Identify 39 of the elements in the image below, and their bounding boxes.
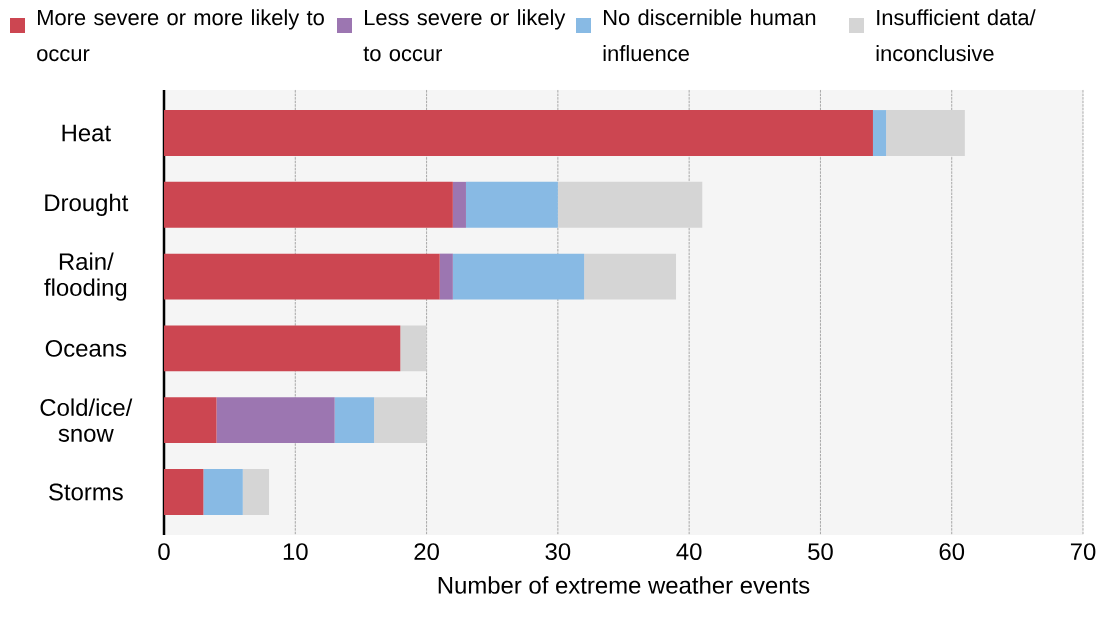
bar [216, 397, 335, 444]
legend-label: More severe or more likely to occur [37, 9, 324, 62]
y-tick-label: Cold/ice/ snow [40, 398, 133, 442]
y-tick-label: Drought [45, 193, 129, 216]
x-tick-label: 0 [158, 543, 170, 561]
x-tick-label: 10 [283, 543, 308, 561]
bar [334, 397, 375, 444]
x-tick-label: 20 [414, 543, 439, 561]
bar [374, 397, 427, 444]
y-tick-label: Storms [49, 483, 123, 501]
bar [164, 397, 217, 444]
x-tick-label: 50 [808, 543, 833, 561]
bar [465, 181, 558, 228]
bar [164, 253, 440, 300]
bar [164, 181, 453, 228]
bar [452, 253, 585, 300]
x-tick-label: 60 [939, 543, 965, 561]
bar [203, 468, 243, 515]
bar [164, 110, 873, 157]
legend-label: No discernible human influence [603, 9, 816, 62]
bar [584, 253, 677, 300]
bar [164, 325, 401, 372]
x-tick-label: 70 [1070, 543, 1096, 561]
bar [872, 110, 887, 157]
bar [886, 110, 965, 157]
y-tick-label: Heat [62, 124, 111, 142]
bar [557, 181, 703, 228]
bar [242, 468, 270, 515]
bar [400, 325, 427, 372]
bar [439, 253, 453, 300]
y-tick-label: Rain/ flooding [44, 252, 127, 301]
x-axis-title: Number of extreme weather events [438, 576, 810, 594]
bar [452, 181, 466, 228]
x-tick-label: 30 [545, 543, 571, 561]
legend-label: Insufficient data/ inconclusive [876, 9, 1036, 62]
y-tick-label: Oceans [45, 339, 127, 357]
bar [164, 468, 204, 515]
x-tick-label: 40 [676, 543, 702, 561]
legend-label: Less severe or likely to occur [363, 9, 566, 62]
